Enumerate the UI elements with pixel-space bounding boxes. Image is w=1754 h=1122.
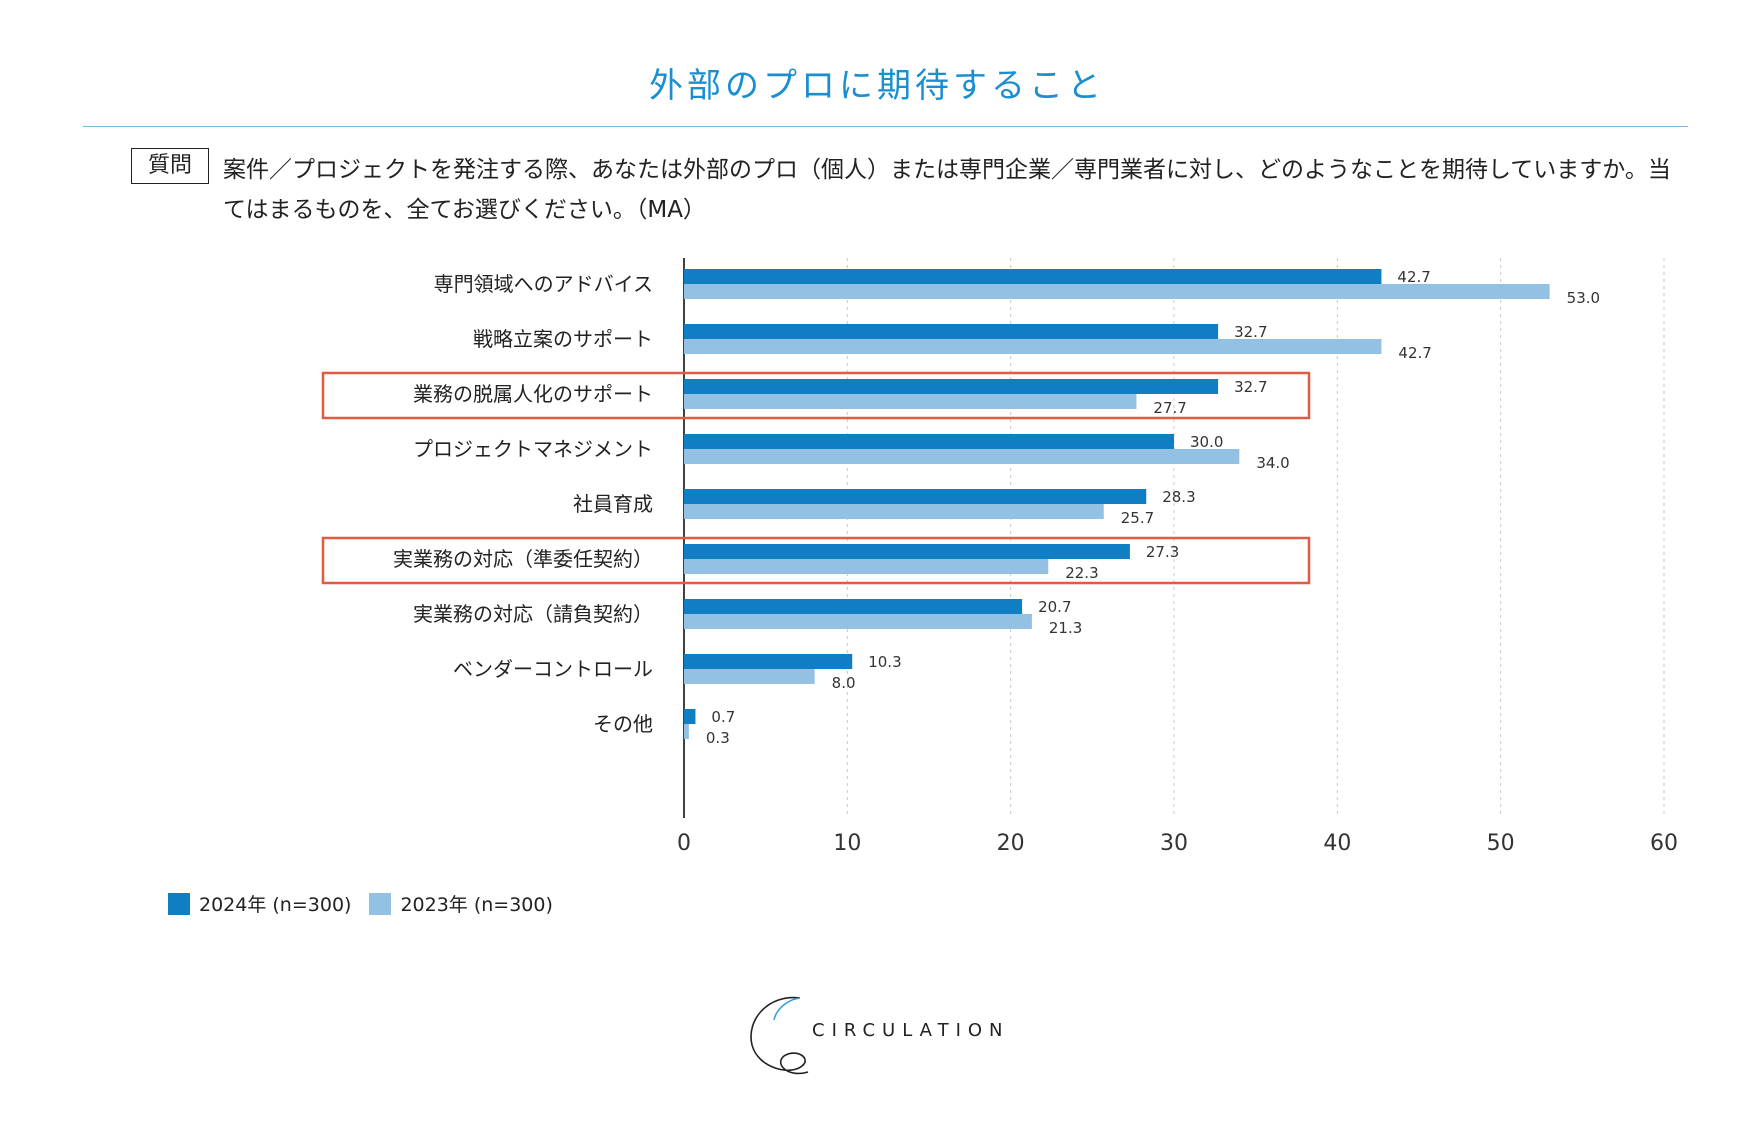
data-label-2024: 10.3 [868,653,901,671]
x-tick-label: 30 [1160,831,1188,856]
data-label-2023: 27.7 [1153,399,1186,417]
bar-2024 [684,269,1382,284]
x-tick-label: 60 [1650,831,1678,856]
bar-2023 [684,724,689,739]
x-tick-label: 40 [1323,831,1351,856]
x-tick-label: 10 [833,831,861,856]
data-label-2023: 21.3 [1049,619,1082,637]
legend-swatch-2023 [369,892,392,915]
bar-2024 [684,544,1130,559]
data-label-2024: 30.0 [1190,433,1223,451]
bar-chart: 0 10 20 30 40 50 60 専門領域へのアドバイス 42.7 53.0 戦略立案のサポー… [321,258,1678,856]
bar-2024 [684,654,853,669]
data-label-2023: 8.0 [832,674,856,692]
legend-label-2023: 2023年 (n=300) [400,894,553,916]
legend-swatch-2024 [168,892,190,915]
bar-2024 [684,489,1147,504]
bar-2023 [684,449,1240,464]
bar-2023 [684,394,1137,409]
bar-2024 [684,324,1219,339]
category-label: 専門領域へのアドバイス [434,272,653,296]
data-label-2024: 42.7 [1397,268,1430,286]
category-label: 業務の脱属人化のサポート [413,382,653,406]
highlight-box [321,536,1311,585]
data-label-2023: 0.3 [706,729,730,747]
bar-2023 [684,284,1550,299]
logo-text: CIRCULATION [812,1020,1010,1041]
data-label-2024: 20.7 [1038,598,1071,616]
question-badge: 質問 [131,148,209,184]
bar-2024 [684,379,1219,394]
bar-2024 [684,434,1174,449]
legend-label-2024: 2024年 (n=300) [199,894,352,916]
x-tick-label: 0 [677,831,691,856]
page-title: 外部のプロに期待すること [649,66,1105,106]
bar-2023 [684,339,1382,354]
category-label: 社員育成 [573,492,653,516]
data-label-2023: 34.0 [1256,454,1289,472]
highlight-box [321,371,1311,420]
category-label: プロジェクトマネジメント [413,437,653,461]
bar-2024 [684,599,1023,614]
data-label-2023: 42.7 [1398,344,1431,362]
category-label: 戦略立案のサポート [473,327,653,351]
x-tick-label: 20 [997,831,1025,856]
title-divider [83,126,1688,127]
category-label: 実業務の対応（請負契約） [413,602,653,626]
data-label-2024: 27.3 [1146,543,1179,561]
legend: 2024年 (n=300) 2023年 (n=300) [168,890,553,917]
data-label-2024: 0.7 [711,708,735,726]
bar-2023 [684,614,1032,629]
x-tick-label: 50 [1487,831,1515,856]
data-label-2024: 28.3 [1162,488,1195,506]
question-text: 案件／プロジェクトを発注する際、あなたは外部のプロ（個人）または専門企業／専門業… [223,157,1671,223]
data-label-2023: 25.7 [1121,509,1154,527]
circulation-logo-icon [750,996,809,1075]
data-label-2023: 22.3 [1065,564,1098,582]
category-label: 実業務の対応（準委任契約） [393,547,653,571]
bar-2023 [684,559,1049,574]
category-label: ベンダーコントロール [453,657,653,681]
legend-item-2023: 2023年 (n=300) [369,890,553,917]
bar-2023 [684,669,815,684]
category-label: その他 [593,712,653,736]
legend-item-2024: 2024年 (n=300) [168,890,351,917]
data-label-2024: 32.7 [1234,378,1267,396]
bar-2024 [684,709,696,724]
bar-2023 [684,504,1104,519]
data-label-2024: 32.7 [1234,323,1267,341]
data-label-2023: 53.0 [1567,289,1600,307]
